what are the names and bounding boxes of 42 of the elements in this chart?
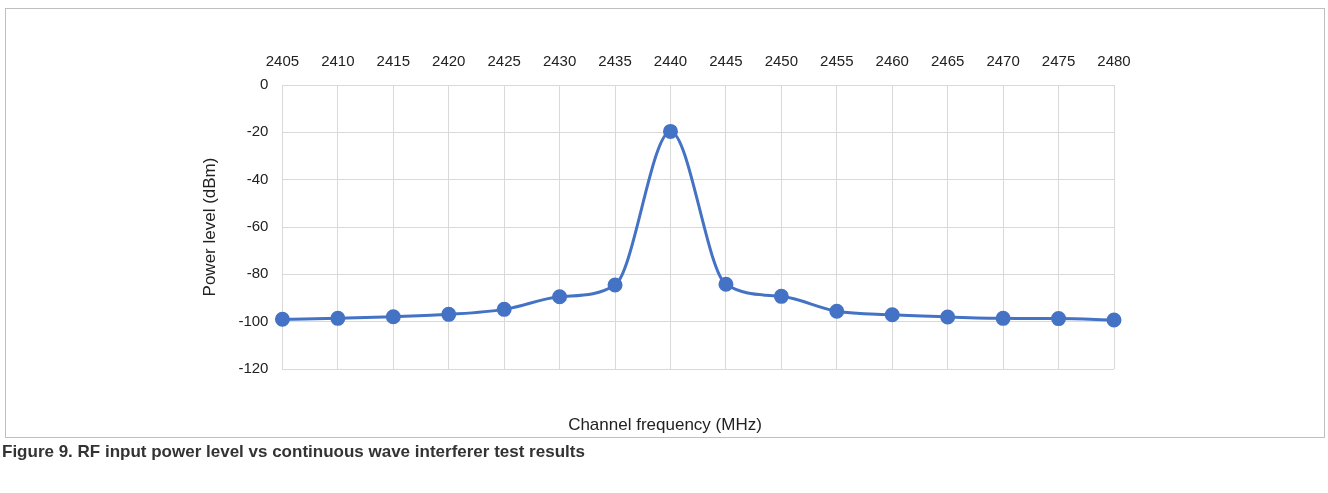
x-tick-label: 2475 [1041,52,1076,70]
point [496,301,512,317]
point [1106,312,1122,328]
x-tick-label: 2455 [820,52,854,70]
y-tick-label: -20 [246,122,269,140]
point [274,311,290,327]
x-tick-label: 2410 [321,52,355,70]
point [1051,311,1067,327]
x-tick-label: 2435 [598,52,632,70]
y-axis-title: Power level (dBm) [199,157,219,297]
y-tick-label: -100 [238,311,269,329]
point [829,303,845,319]
x-tick-label: 2460 [875,52,909,70]
x-tick-label: 2465 [931,52,965,70]
x-axis-title: Channel frequency (MHz) [567,415,763,435]
point [552,289,568,305]
point [773,288,789,304]
x-tick-label: 2405 [265,52,300,70]
point [940,309,956,325]
x-tick-label: 2470 [986,52,1020,70]
point [385,309,401,325]
x-tick-label: 2430 [542,52,577,70]
point [662,123,678,139]
y-tick-label: -60 [246,217,269,235]
y-tick-label: 0 [260,75,269,93]
point [718,276,734,292]
x-tick-label: 2450 [764,52,799,70]
x-tick-label: 2445 [709,52,743,70]
point [884,307,900,323]
x-tick-label: 2440 [653,52,688,70]
y-tick-label: -80 [246,264,269,282]
point [995,310,1011,326]
x-tick-label: 2420 [432,52,466,70]
x-tick-label: 2480 [1097,52,1131,70]
point [330,310,346,326]
text: Figure 9. RF input power level vs continuous wave interferer test results [2,442,585,462]
y-tick-label: -120 [238,359,269,377]
y-tick-label: -40 [246,169,269,187]
x-tick-label: 2425 [487,52,521,70]
point [441,306,457,322]
x-tick-label: 2415 [376,52,410,70]
point [607,277,623,293]
